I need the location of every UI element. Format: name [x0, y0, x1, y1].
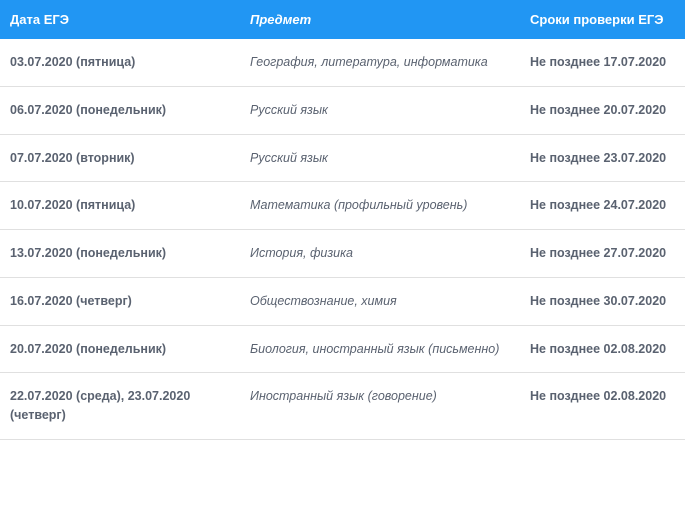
cell-deadline: Не позднее 20.07.2020: [520, 86, 685, 134]
cell-subject: Обществознание, химия: [240, 277, 520, 325]
cell-deadline: Не позднее 02.08.2020: [520, 373, 685, 440]
cell-deadline: Не позднее 17.07.2020: [520, 39, 685, 86]
cell-deadline: Не позднее 23.07.2020: [520, 134, 685, 182]
col-header-date: Дата ЕГЭ: [0, 0, 240, 39]
cell-deadline: Не позднее 27.07.2020: [520, 230, 685, 278]
cell-subject: Математика (профильный уровень): [240, 182, 520, 230]
cell-subject: История, физика: [240, 230, 520, 278]
cell-deadline: Не позднее 30.07.2020: [520, 277, 685, 325]
col-header-deadline: Сроки проверки ЕГЭ: [520, 0, 685, 39]
table-row: 06.07.2020 (понедельник)Русский языкНе п…: [0, 86, 685, 134]
cell-date: 16.07.2020 (четверг): [0, 277, 240, 325]
table-header-row: Дата ЕГЭ Предмет Сроки проверки ЕГЭ: [0, 0, 685, 39]
cell-subject: Биология, иностранный язык (письменно): [240, 325, 520, 373]
cell-subject: Русский язык: [240, 134, 520, 182]
cell-date: 07.07.2020 (вторник): [0, 134, 240, 182]
table-row: 07.07.2020 (вторник)Русский языкНе поздн…: [0, 134, 685, 182]
cell-subject: Иностранный язык (говорение): [240, 373, 520, 440]
table-row: 10.07.2020 (пятница)Математика (профильн…: [0, 182, 685, 230]
cell-date: 10.07.2020 (пятница): [0, 182, 240, 230]
table-row: 03.07.2020 (пятница)География, литератур…: [0, 39, 685, 86]
cell-date: 20.07.2020 (понедельник): [0, 325, 240, 373]
table-body: 03.07.2020 (пятница)География, литератур…: [0, 39, 685, 439]
cell-deadline: Не позднее 02.08.2020: [520, 325, 685, 373]
cell-date: 13.07.2020 (понедельник): [0, 230, 240, 278]
cell-deadline: Не позднее 24.07.2020: [520, 182, 685, 230]
table-row: 20.07.2020 (понедельник)Биология, иностр…: [0, 325, 685, 373]
table-row: 13.07.2020 (понедельник)История, физикаН…: [0, 230, 685, 278]
cell-subject: География, литература, информатика: [240, 39, 520, 86]
cell-subject: Русский язык: [240, 86, 520, 134]
cell-date: 06.07.2020 (понедельник): [0, 86, 240, 134]
cell-date: 22.07.2020 (среда), 23.07.2020 (четверг): [0, 373, 240, 440]
table-row: 22.07.2020 (среда), 23.07.2020 (четверг)…: [0, 373, 685, 440]
table-row: 16.07.2020 (четверг)Обществознание, хими…: [0, 277, 685, 325]
cell-date: 03.07.2020 (пятница): [0, 39, 240, 86]
exam-schedule-table: Дата ЕГЭ Предмет Сроки проверки ЕГЭ 03.0…: [0, 0, 685, 440]
col-header-subject: Предмет: [240, 0, 520, 39]
